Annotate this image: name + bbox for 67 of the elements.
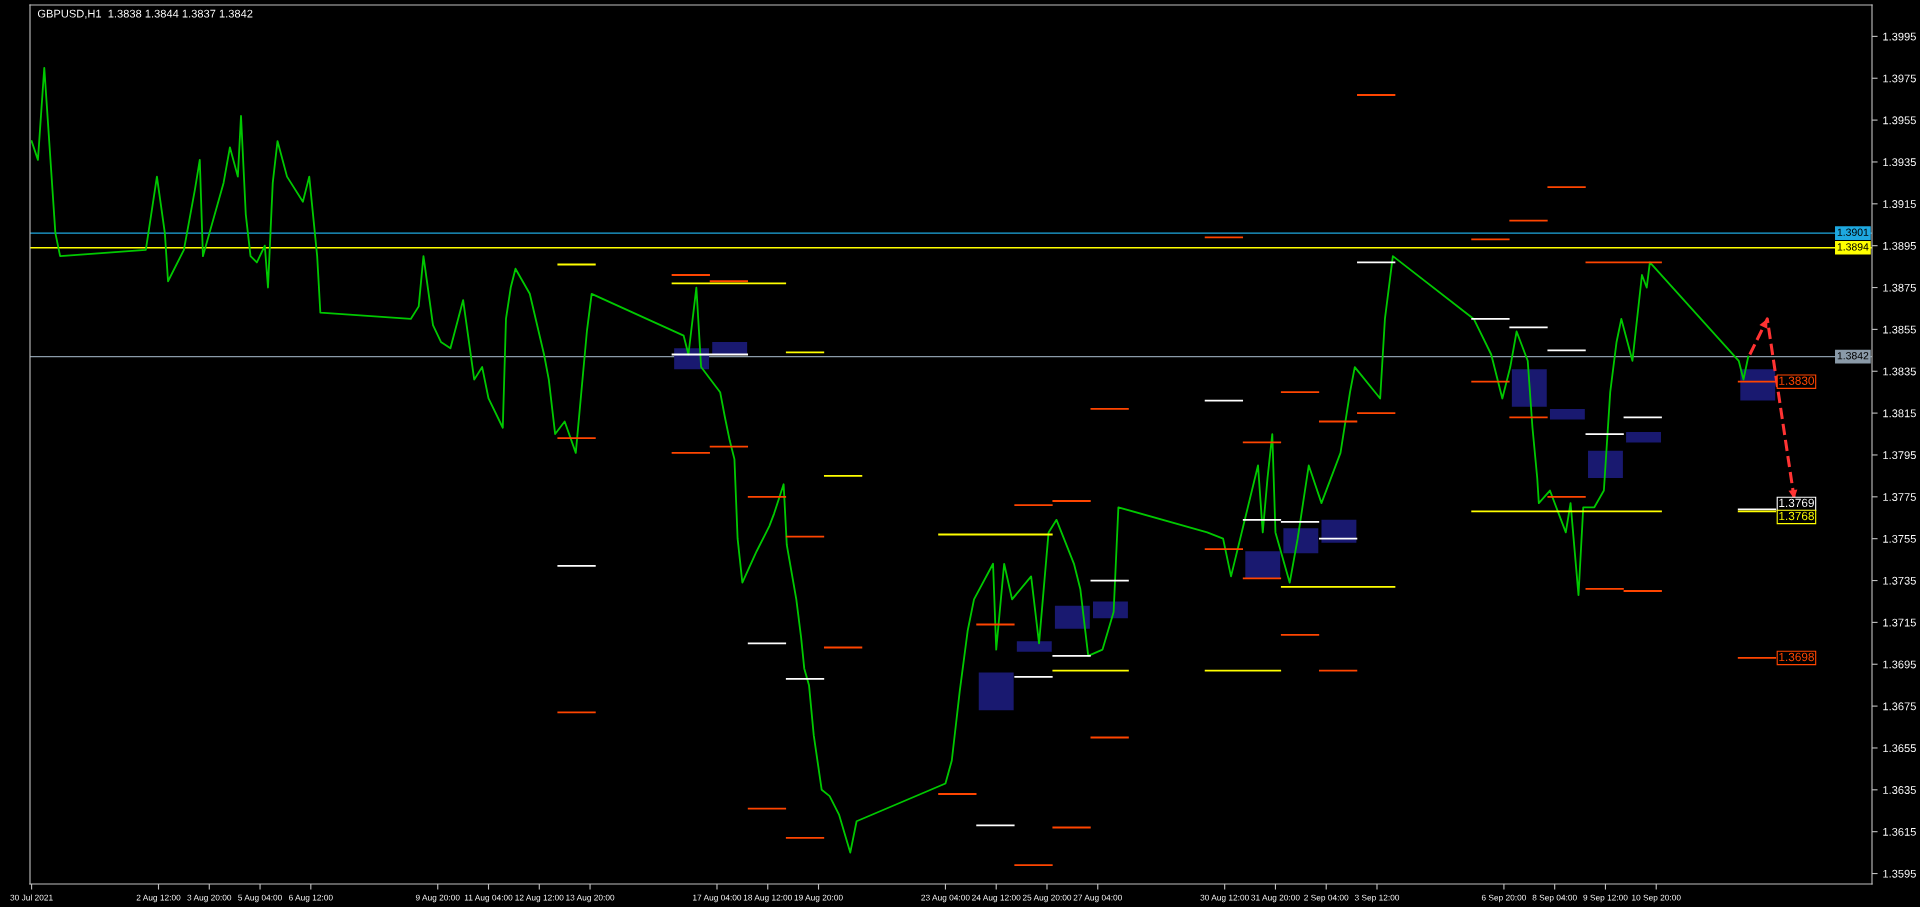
x-tick-label: 27 Aug 04:00 — [1073, 894, 1122, 903]
ref-line-label: 1.3842 — [1837, 352, 1869, 360]
y-tick-label: 1.3755 — [1883, 534, 1916, 543]
y-tick-label: 1.3975 — [1883, 74, 1916, 83]
x-tick-label: 3 Sep 12:00 — [1354, 894, 1400, 903]
x-tick-label: 2 Sep 04:00 — [1304, 894, 1349, 903]
x-tick-label: 31 Aug 20:00 — [1251, 894, 1300, 903]
x-tick-label: 30 Aug 12:00 — [1200, 894, 1249, 903]
y-tick-label: 1.3955 — [1883, 116, 1916, 125]
y-tick-label: 1.3855 — [1883, 325, 1916, 334]
y-tick-label: 1.3615 — [1883, 827, 1916, 836]
x-tick-label: 12 Aug 12:00 — [515, 894, 564, 903]
x-tick-label: 3 Aug 20:00 — [187, 894, 232, 903]
x-tick-label: 9 Aug 20:00 — [415, 894, 460, 903]
x-tick-label: 25 Aug 20:00 — [1022, 894, 1072, 903]
y-tick-label: 1.3635 — [1883, 786, 1916, 794]
y-tick-label: 1.3715 — [1883, 618, 1916, 627]
x-tick-label: 24 Aug 12:00 — [972, 894, 1021, 903]
x-tick-label: 6 Sep 20:00 — [1481, 894, 1527, 903]
bar — [1283, 528, 1319, 554]
bar — [1626, 431, 1661, 443]
y-tick-label: 1.3775 — [1883, 493, 1916, 501]
x-tick-label: 13 Aug 20:00 — [566, 894, 615, 903]
x-tick-label: 9 Sep 12:00 — [1583, 894, 1628, 903]
x-tick-label: 8 Sep 04:00 — [1532, 894, 1577, 903]
bar — [1549, 408, 1585, 420]
y-tick-label: 1.3935 — [1883, 158, 1916, 167]
y-tick-label: 1.3915 — [1883, 200, 1916, 208]
bar — [1054, 605, 1090, 629]
ref-line-label: 1.3894 — [1837, 243, 1869, 251]
x-tick-label: 5 Aug 04:00 — [238, 894, 282, 903]
line-series — [30, 66, 1750, 854]
y-tick-label: 1.3875 — [1883, 283, 1916, 292]
x-tick-label: 23 Aug 04:00 — [921, 894, 970, 903]
y-tick-label: 1.3895 — [1883, 241, 1916, 250]
x-tick-label: 30 Jul 2021 — [10, 894, 53, 901]
bar — [1016, 641, 1052, 652]
data-label: 1.3769 — [1779, 498, 1814, 508]
y-tick-label: 1.3815 — [1883, 409, 1916, 418]
y-tick-label: 1.3795 — [1883, 451, 1916, 460]
x-tick-label: 6 Aug 12:00 — [289, 894, 333, 903]
bar — [1321, 519, 1357, 543]
y-tick-label: 1.3595 — [1883, 869, 1916, 878]
y-tick-label: 1.3995 — [1883, 32, 1916, 41]
x-tick-label: 10 Sep 20:00 — [1632, 894, 1681, 903]
x-tick-label: 2 Aug 12:00 — [136, 894, 181, 903]
bar — [712, 341, 748, 355]
bar — [1093, 601, 1128, 619]
bar — [978, 672, 1014, 711]
y-tick-label: 1.3655 — [1883, 744, 1916, 753]
chart-title: GBPUSD,H1 1.3838 1.3844 1.3837 1.3842 — [37, 9, 253, 19]
data-label: 1.3830 — [1779, 376, 1815, 385]
bar — [1588, 450, 1623, 478]
x-tick-label: 17 Aug 04:00 — [693, 894, 742, 903]
x-tick-label: 11 Aug 04:00 — [464, 894, 513, 903]
y-tick-label: 1.3835 — [1883, 367, 1916, 376]
y-tick-label: 1.3695 — [1883, 660, 1916, 669]
y-tick-label: 1.3675 — [1883, 702, 1916, 711]
bar — [1511, 369, 1547, 407]
bar — [1245, 551, 1281, 579]
data-label: 1.3768 — [1779, 511, 1814, 521]
x-tick-label: 18 Aug 12:00 — [743, 894, 792, 903]
bar — [1740, 369, 1776, 401]
y-tick-label: 1.3735 — [1883, 576, 1916, 585]
ref-line-label: 1.3901 — [1837, 228, 1869, 236]
x-tick-label: 19 Aug 20:00 — [794, 894, 843, 903]
data-label: 1.3698 — [1779, 652, 1814, 662]
